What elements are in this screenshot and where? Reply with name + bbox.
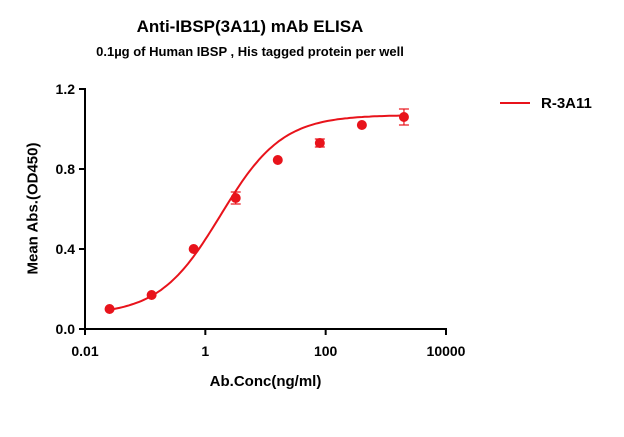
x-tick-label: 0.01	[71, 343, 98, 359]
y-tick-label: 0.4	[56, 241, 76, 257]
chart-subtitle: 0.1µg of Human IBSP , His tagged protein…	[96, 44, 404, 59]
data-point	[398, 112, 409, 122]
y-tick-label: 0.0	[56, 321, 76, 337]
data-point	[356, 120, 367, 130]
x-axis-label: Ab.Conc(ng/ml)	[209, 373, 322, 390]
x-tick-label: 10000	[427, 343, 466, 359]
data-point	[230, 193, 241, 203]
fit-curve	[109, 114, 404, 311]
data-point	[272, 155, 283, 165]
x-tick-label: 100	[314, 343, 338, 359]
data-point	[188, 244, 199, 254]
data-point	[314, 138, 325, 148]
data-point	[104, 304, 115, 314]
data-point	[146, 290, 157, 300]
y-tick-label: 1.2	[56, 81, 76, 97]
x-tick-label: 1	[201, 343, 209, 359]
legend-label: R-3A11	[541, 95, 592, 112]
y-tick-label: 0.8	[56, 161, 76, 177]
chart-title: Anti-IBSP(3A11) mAb ELISA	[136, 17, 364, 36]
